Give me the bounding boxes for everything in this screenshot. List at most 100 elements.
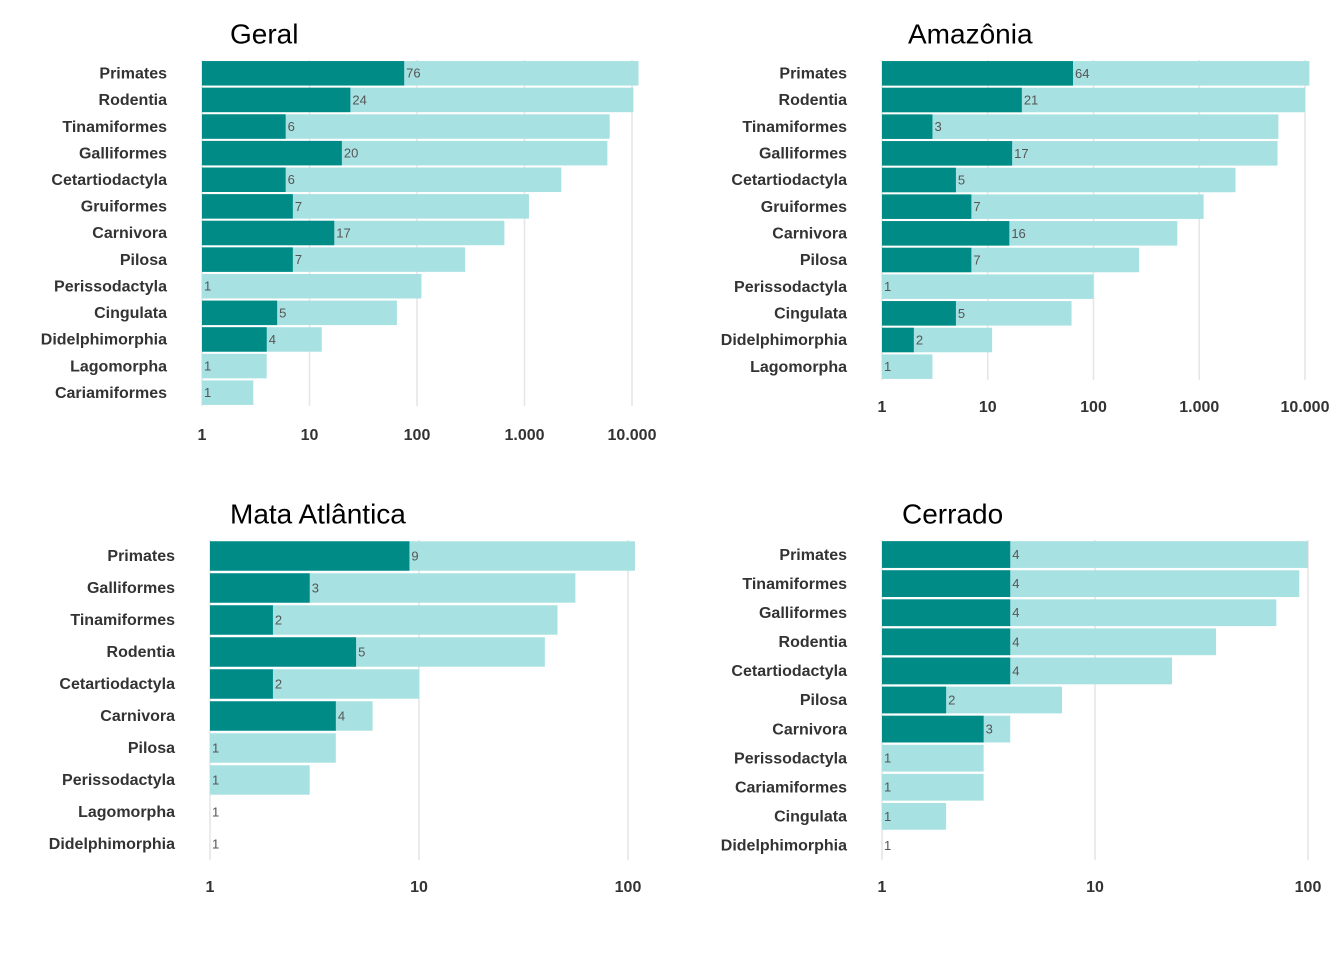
bar-subset-carnivora [882,221,1010,246]
category-label-rodentia: Rodentia [779,92,848,109]
bar-subset-cingulata [882,301,956,326]
category-label-tinamiformes: Tinamiformes [70,612,175,629]
panel-title: Mata Atlântica [230,498,406,529]
category-label-carnivora: Carnivora [100,708,175,725]
bar-subset-primates [882,61,1074,86]
bar-subset-didelphimorphia [202,327,267,352]
bar-value-label: 7 [295,252,302,267]
bar-total-cariamiformes [202,380,254,405]
bar-total-tinamiformes [882,114,1279,139]
category-label-perissodactyla: Perissodactyla [734,750,847,767]
category-label-perissodactyla: Perissodactyla [62,772,175,789]
bar-total-cingulata [882,802,947,830]
bar-subset-tinamiformes [210,605,273,635]
x-tick-label: 1.000 [1179,399,1219,416]
bar-subset-galliformes [882,599,1011,627]
bar-subset-rodentia [210,637,357,667]
bar-value-label: 5 [279,305,286,320]
panel-amazonia: Amazônia64Primates21Rodentia3Tinamiforme… [721,18,1330,416]
category-label-carnivora: Carnivora [772,226,847,243]
category-label-rodentia: Rodentia [779,634,848,651]
category-label-tinamiformes: Tinamiformes [742,119,847,136]
category-label-didelphimorphia: Didelphimorphia [41,332,167,349]
bar-subset-cetartiodactyla [882,167,956,193]
bar-value-label: 3 [312,580,319,595]
bar-subset-primates [882,541,1011,568]
category-label-pilosa: Pilosa [120,252,167,269]
bar-subset-rodentia [882,628,1011,656]
panel-title: Cerrado [902,498,1003,529]
category-label-lagomorpha: Lagomorpha [750,359,847,376]
bar-value-label: 1 [204,279,211,294]
bar-subset-tinamiformes [202,114,286,139]
x-tick-label: 10 [410,879,428,896]
bar-value-label: 4 [1012,634,1019,649]
bar-value-label: 1 [204,359,211,374]
bar-value-label: 3 [986,722,993,737]
category-label-primates: Primates [779,66,847,83]
category-label-perissodactyla: Perissodactyla [54,278,167,295]
bar-total-lagomorpha [882,354,933,379]
bar-value-label: 21 [1024,92,1038,107]
x-tick-label: 1.000 [504,427,544,444]
category-label-tinamiformes: Tinamiformes [742,576,847,593]
x-tick-label: 100 [1080,399,1107,416]
category-label-lagomorpha: Lagomorpha [78,804,175,821]
category-label-lagomorpha: Lagomorpha [70,358,167,375]
category-label-cariamiformes: Cariamiformes [735,779,847,796]
category-label-cetartiodactyla: Cetartiodactyla [731,663,847,680]
panel-title: Geral [230,18,298,49]
category-label-didelphimorphia: Didelphimorphia [49,836,175,853]
bar-value-label: 4 [269,332,276,347]
bar-value-label: 1 [884,780,891,795]
x-tick-label: 1 [878,399,887,416]
bar-value-label: 2 [275,612,282,627]
bar-value-label: 1 [204,385,211,400]
bar-value-label: 9 [411,548,418,563]
bar-value-label: 2 [275,676,282,691]
x-tick-label: 10.000 [608,427,657,444]
bar-subset-rodentia [882,87,1022,113]
category-label-primates: Primates [99,66,167,83]
category-label-carnivora: Carnivora [772,721,847,738]
category-label-didelphimorphia: Didelphimorphia [721,838,847,855]
bar-value-label: 17 [1014,146,1028,161]
bar-subset-pilosa [882,686,947,714]
x-tick-label: 1 [206,879,215,896]
bar-subset-primates [202,61,405,86]
bar-value-label: 1 [212,740,219,755]
bar-value-label: 1 [212,804,219,819]
bar-subset-galliformes [202,140,342,166]
bar-subset-didelphimorphia [882,327,914,353]
category-label-cingulata: Cingulata [774,306,847,323]
bar-value-label: 1 [884,838,891,853]
category-label-cingulata: Cingulata [774,809,847,826]
bar-value-label: 7 [973,252,980,267]
x-tick-label: 100 [404,427,431,444]
bar-subset-cetartiodactyla [210,669,273,699]
category-label-carnivora: Carnivora [92,225,167,242]
bar-subset-tinamiformes [882,570,1011,598]
bar-value-label: 1 [884,359,891,374]
bar-value-label: 2 [948,692,955,707]
bar-value-label: 7 [295,199,302,214]
bar-subset-galliformes [210,573,310,603]
category-label-pilosa: Pilosa [800,252,847,269]
bar-value-label: 5 [958,172,965,187]
bar-value-label: 1 [212,772,219,787]
bar-total-perissodactyla [210,765,310,795]
category-label-perissodactyla: Perissodactyla [734,279,847,296]
bar-value-label: 1 [884,279,891,294]
bar-value-label: 4 [338,708,345,723]
bar-value-label: 4 [1012,605,1019,620]
category-label-cetartiodactyla: Cetartiodactyla [51,172,167,189]
bar-subset-tinamiformes [882,114,933,139]
x-tick-label: 10.000 [1281,399,1330,416]
bar-subset-primates [210,541,410,571]
category-label-primates: Primates [107,548,175,565]
category-label-cariamiformes: Cariamiformes [55,385,167,402]
category-label-pilosa: Pilosa [128,740,175,757]
bar-subset-gruiformes [882,194,972,219]
x-tick-label: 10 [301,427,319,444]
